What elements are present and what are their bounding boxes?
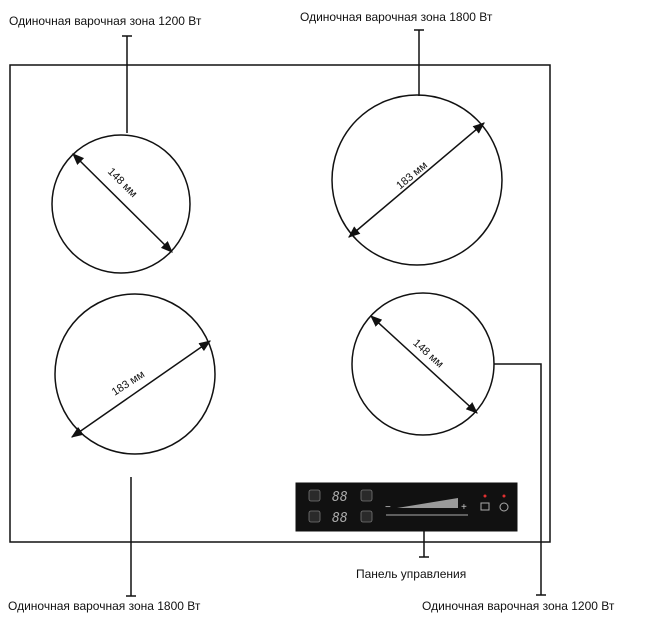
zone-top-left-label: Одиночная варочная зона 1200 Вт: [9, 14, 202, 28]
zone-bottom-right-dimension-arrow: [370, 315, 478, 414]
control-panel-label: Панель управления: [356, 567, 466, 581]
zone-top-right: 183 мм Одиночная варочная зона 1800 Вт: [300, 10, 503, 266]
power-icon: [499, 502, 509, 512]
control-panel: 88 88 − + Панель управления: [295, 482, 518, 581]
zone-select-button-bottom-right: [360, 510, 373, 523]
zone-select-button-bottom: [308, 510, 321, 523]
lock-indicator: [483, 494, 487, 498]
zone-select-button-top: [308, 489, 321, 502]
zone-bottom-right-label: Одиночная варочная зона 1200 Вт: [422, 599, 615, 613]
display-bottom: 88: [332, 511, 348, 526]
zone-bottom-left: 183 мм Одиночная варочная зона 1800 Вт: [8, 293, 216, 613]
zone-top-left-dimension-arrow: [72, 153, 173, 253]
zone-top-right-dimension-arrow: [348, 122, 485, 238]
zone-bottom-right: 148 мм Одиночная варочная зона 1200 Вт: [351, 292, 615, 613]
display-top: 88: [332, 490, 348, 505]
slider-plus: +: [461, 502, 467, 513]
zone-top-left-circle: [51, 134, 191, 274]
power-slider-ramp: [397, 498, 458, 508]
zone-bottom-left-dimension-arrow: [71, 340, 211, 438]
lock-icon: [480, 502, 490, 511]
zone-top-right-label: Одиночная варочная зона 1800 Вт: [300, 10, 493, 24]
zone-bottom-left-label: Одиночная варочная зона 1800 Вт: [8, 599, 201, 613]
slider-minus: −: [385, 502, 391, 513]
zone-top-left: 148 мм Одиночная варочная зона 1200 Вт: [9, 14, 202, 274]
zone-bottom-right-leader: [494, 363, 542, 595]
zone-select-button-top-right: [360, 489, 373, 502]
hob-outline: [9, 64, 551, 543]
power-indicator: [502, 494, 506, 498]
